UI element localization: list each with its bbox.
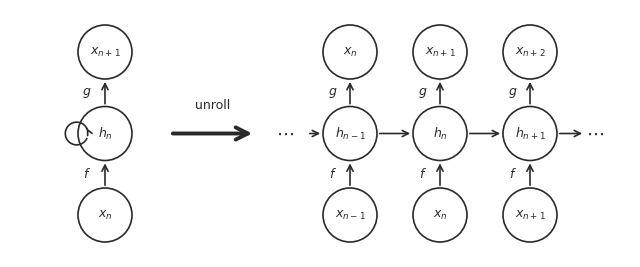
Text: unroll: unroll <box>195 99 230 112</box>
Text: $x_{n+1}$: $x_{n+1}$ <box>515 209 545 222</box>
Circle shape <box>78 188 132 242</box>
Text: $f$: $f$ <box>509 167 517 181</box>
Text: $g$: $g$ <box>419 86 428 100</box>
Text: $x_n$: $x_n$ <box>433 209 447 222</box>
Text: $h_n$: $h_n$ <box>97 125 113 142</box>
Circle shape <box>503 107 557 160</box>
Text: $x_{n+1}$: $x_{n+1}$ <box>90 45 120 58</box>
Text: $x_n$: $x_n$ <box>98 209 113 222</box>
Text: $x_{n-1}$: $x_{n-1}$ <box>335 209 365 222</box>
Text: $x_{n+1}$: $x_{n+1}$ <box>424 45 456 58</box>
Text: $h_n$: $h_n$ <box>433 125 447 142</box>
Text: $x_{n+2}$: $x_{n+2}$ <box>515 45 545 58</box>
Text: $g$: $g$ <box>83 86 92 100</box>
Text: $f$: $f$ <box>83 167 91 181</box>
Text: $g$: $g$ <box>508 86 518 100</box>
Circle shape <box>78 107 132 160</box>
Text: $h_{n+1}$: $h_{n+1}$ <box>515 125 545 142</box>
Text: $\cdots$: $\cdots$ <box>276 124 294 143</box>
Text: $g$: $g$ <box>328 86 338 100</box>
Text: $h_{n-1}$: $h_{n-1}$ <box>335 125 365 142</box>
Circle shape <box>323 188 377 242</box>
Circle shape <box>503 25 557 79</box>
Circle shape <box>323 107 377 160</box>
Circle shape <box>413 107 467 160</box>
Circle shape <box>323 25 377 79</box>
Circle shape <box>413 188 467 242</box>
Circle shape <box>78 25 132 79</box>
Text: $x_n$: $x_n$ <box>342 45 357 58</box>
Circle shape <box>413 25 467 79</box>
Text: $\cdots$: $\cdots$ <box>586 124 604 143</box>
Circle shape <box>503 188 557 242</box>
Text: $f$: $f$ <box>329 167 337 181</box>
Text: $f$: $f$ <box>419 167 427 181</box>
